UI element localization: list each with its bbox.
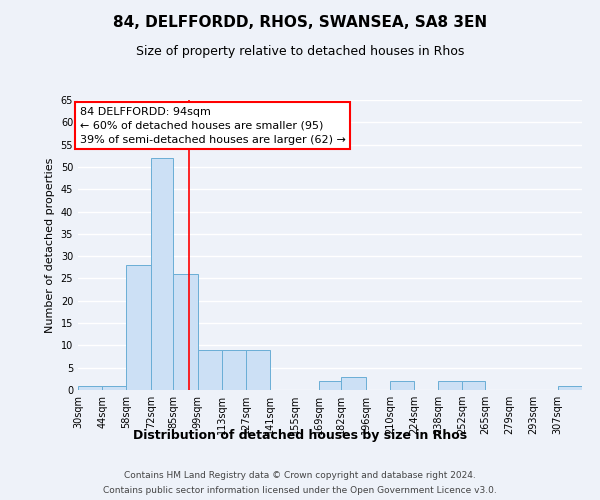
Bar (558, 386, 582, 390)
Text: 84 DELFFORDD: 94sqm
← 60% of detached houses are smaller (95)
39% of semi-detach: 84 DELFFORDD: 94sqm ← 60% of detached ho… (80, 106, 346, 144)
Y-axis label: Number of detached properties: Number of detached properties (45, 158, 55, 332)
Bar (319, 381, 341, 390)
Bar (78, 386, 102, 390)
Text: Distribution of detached houses by size in Rhos: Distribution of detached houses by size … (133, 428, 467, 442)
Bar (102, 386, 127, 390)
Bar (151, 158, 173, 390)
Bar (127, 265, 151, 390)
Bar (197, 350, 222, 390)
Bar (463, 381, 485, 390)
Bar (173, 274, 197, 390)
Text: 84, DELFFORDD, RHOS, SWANSEA, SA8 3EN: 84, DELFFORDD, RHOS, SWANSEA, SA8 3EN (113, 15, 487, 30)
Bar (438, 381, 463, 390)
Text: Contains public sector information licensed under the Open Government Licence v3: Contains public sector information licen… (103, 486, 497, 495)
Bar (341, 376, 365, 390)
Bar (390, 381, 414, 390)
Bar (246, 350, 270, 390)
Text: Size of property relative to detached houses in Rhos: Size of property relative to detached ho… (136, 45, 464, 58)
Text: Contains HM Land Registry data © Crown copyright and database right 2024.: Contains HM Land Registry data © Crown c… (124, 471, 476, 480)
Bar (222, 350, 246, 390)
